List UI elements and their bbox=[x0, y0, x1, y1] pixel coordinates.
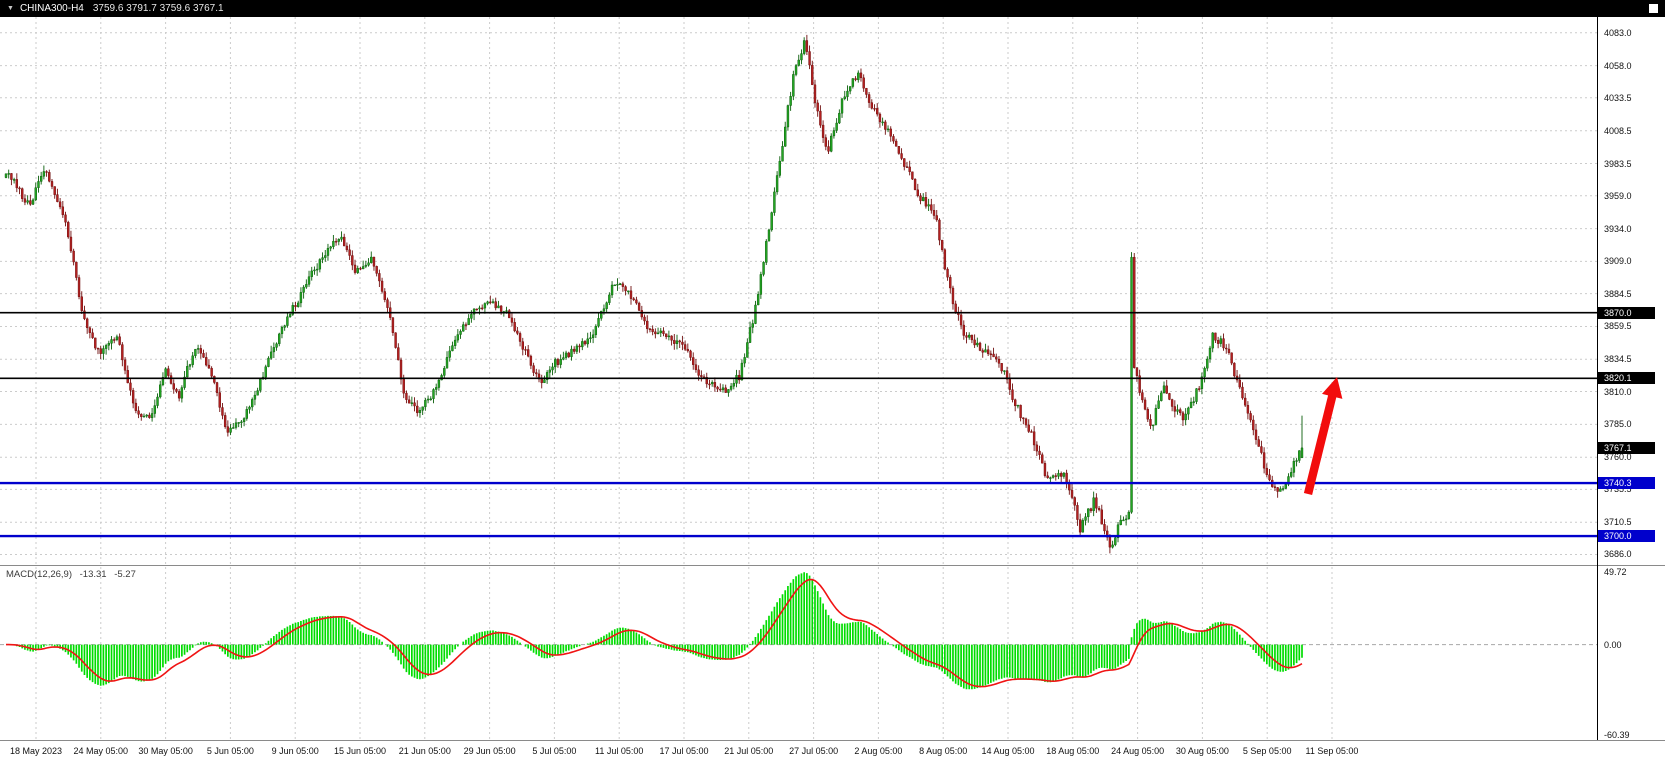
price-tick-label: 4083.0 bbox=[1604, 27, 1632, 38]
time-label: 29 Jun 05:00 bbox=[463, 746, 516, 756]
time-label: 11 Sep 05:00 bbox=[1305, 746, 1359, 756]
time-label: 9 Jun 05:00 bbox=[271, 746, 319, 756]
horizontal-level-lines bbox=[0, 311, 1597, 538]
macd-indicator-label: MACD(12,26,9) -13.31 -5.27 bbox=[6, 569, 141, 580]
price-badge-3767.1: 3767.1 bbox=[1598, 441, 1655, 454]
price-tick-label: 3785.0 bbox=[1604, 419, 1632, 430]
time-label: 18 Aug 05:00 bbox=[1046, 746, 1100, 756]
price-tick-label: 3983.5 bbox=[1604, 158, 1632, 169]
price-badge-3700.0: 3700.0 bbox=[1598, 530, 1655, 543]
price-badge-3870.0: 3870.0 bbox=[1598, 306, 1655, 319]
price-tick-label: 4058.0 bbox=[1604, 60, 1632, 71]
time-label: 17 Jul 05:00 bbox=[659, 746, 709, 756]
price-badge-3820.1: 3820.1 bbox=[1598, 372, 1655, 385]
chart-shift-marker[interactable] bbox=[1649, 4, 1658, 13]
symbol-dropdown-icon[interactable]: ▼ bbox=[7, 5, 14, 12]
price-tick-label: 3959.0 bbox=[1604, 190, 1632, 201]
time-label: 18 May 2023 bbox=[9, 746, 63, 756]
macd-axis-label: 0.00 bbox=[1604, 639, 1622, 650]
price-tick-label: 3884.5 bbox=[1604, 288, 1632, 299]
time-label: 5 Sep 05:00 bbox=[1242, 746, 1292, 756]
macd-name: MACD(12,26,9) bbox=[6, 569, 72, 580]
price-badge-3740.3: 3740.3 bbox=[1598, 477, 1655, 490]
macd-axis-label: -60.39 bbox=[1604, 730, 1630, 740]
price-tick-label: 3735.5 bbox=[1604, 484, 1632, 495]
price-tick-label: 3710.5 bbox=[1604, 517, 1632, 528]
price-tick-label: 3760.0 bbox=[1604, 452, 1632, 463]
price-axis[interactable]: 4083.0 4058.0 4033.5 4008.5 3983.5 3959.0 3934… bbox=[1597, 0, 1665, 765]
time-label: 8 Aug 05:00 bbox=[919, 746, 968, 756]
time-label: 5 Jun 05:00 bbox=[206, 746, 254, 756]
time-label: 5 Jul 05:00 bbox=[532, 746, 577, 756]
price-tick-label: 3686.0 bbox=[1604, 549, 1632, 560]
time-label: 15 Jun 05:00 bbox=[333, 746, 387, 756]
time-label: 27 Jul 05:00 bbox=[789, 746, 839, 756]
macd-signal-value: -5.27 bbox=[114, 569, 136, 580]
price-tick-label: 3859.5 bbox=[1604, 321, 1632, 332]
macd-axis-label: 49.72 bbox=[1604, 567, 1627, 577]
symbol-label: CHINA300-H4 bbox=[19, 3, 84, 14]
time-label: 14 Aug 05:00 bbox=[981, 746, 1035, 756]
candlestick-series bbox=[4, 34, 1304, 554]
price-tick-label: 3909.0 bbox=[1604, 256, 1632, 267]
price-tick-label: 4008.5 bbox=[1604, 125, 1632, 136]
time-label: 2 Aug 05:00 bbox=[854, 746, 903, 756]
time-label: 24 May 05:00 bbox=[73, 746, 129, 756]
time-label: 11 Jul 05:00 bbox=[595, 746, 644, 756]
up-arrow-annotation[interactable] bbox=[1303, 377, 1343, 495]
time-label: 24 Aug 05:00 bbox=[1111, 746, 1165, 756]
time-label: 21 Jul 05:00 bbox=[724, 746, 774, 756]
price-tick-label: 3934.0 bbox=[1604, 223, 1632, 234]
time-label: 30 May 05:00 bbox=[138, 746, 193, 756]
macd-signal-line bbox=[6, 578, 1303, 688]
macd-histogram bbox=[13, 572, 1303, 690]
price-tick-label: 4033.5 bbox=[1604, 92, 1632, 103]
time-axis[interactable]: 18 May 2023 24 May 05:00 30 May 05:00 5 Jun… bbox=[0, 742, 1665, 765]
time-label: 30 Aug 05:00 bbox=[1175, 746, 1229, 756]
time-label: 21 Jun 05:00 bbox=[398, 746, 451, 756]
macd-value: -13.31 bbox=[79, 569, 107, 580]
price-tick-label: 3810.0 bbox=[1604, 386, 1632, 397]
chart-title-bar: ▼ CHINA300-H4 3759.6 3791.7 3759.6 3767.… bbox=[0, 0, 1665, 17]
ohlc-quote: 3759.6 3791.7 3759.6 3767.1 bbox=[92, 3, 224, 14]
price-tick-label: 3834.5 bbox=[1604, 354, 1632, 365]
